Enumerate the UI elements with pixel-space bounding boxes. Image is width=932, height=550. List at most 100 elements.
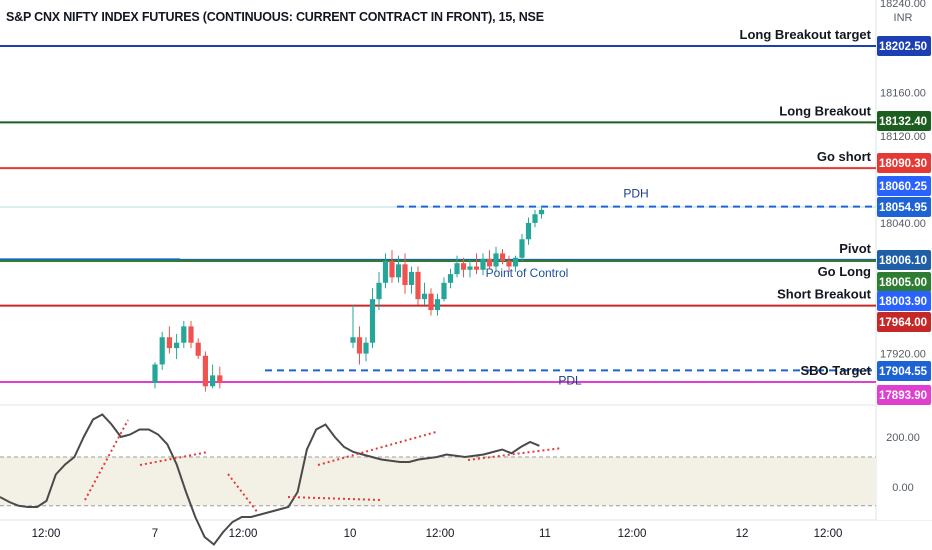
price-tag-value: 17893.90 [879, 390, 927, 402]
price-tag: 18060.25 [877, 176, 931, 196]
candle [447, 268, 454, 289]
price-tag-value: 18005.00 [879, 277, 927, 289]
candle [486, 250, 493, 269]
candle-body [428, 293, 434, 311]
candle [434, 293, 441, 316]
price-tag: 18006.10 [877, 250, 931, 270]
price-tag-value: 18054.95 [879, 202, 928, 214]
time-tick-label: 12:00 [32, 528, 61, 540]
candle [506, 255, 512, 272]
time-axis[interactable]: 12:00 7 12:00 10 12:00 11 12:00 12 12:00 [32, 528, 843, 540]
candle-body [415, 271, 421, 300]
trendline-3 [287, 496, 381, 501]
time-tick-label: 7 [152, 528, 158, 540]
candle-body [467, 266, 473, 270]
candle [356, 326, 363, 365]
time-tick-label: 12 [736, 528, 749, 540]
candle [369, 288, 376, 349]
candle [174, 333, 180, 360]
candle-body [499, 253, 506, 262]
candle [382, 253, 389, 289]
candle-body [350, 337, 356, 343]
candle-body [506, 261, 512, 267]
price-tag-bg [877, 385, 931, 405]
trendline-4 [317, 431, 437, 466]
candle [538, 205, 545, 219]
price-tag: 18005.00 [877, 272, 931, 292]
price-tick-label: 18160.00 [880, 87, 926, 99]
oscillator-range-band [0, 457, 876, 506]
candle [499, 249, 506, 265]
candle-body [174, 342, 180, 349]
candle-body [519, 239, 525, 258]
time-tick-label: 12:00 [618, 528, 647, 540]
candle-body [195, 342, 201, 356]
price-tick-label: 18120.00 [880, 131, 926, 143]
candle-body [532, 214, 538, 223]
candle-body [538, 209, 545, 215]
price-tag-bg [877, 250, 931, 270]
time-tick-label: 12:00 [229, 528, 258, 540]
price-tag-bg [877, 312, 931, 332]
candle [202, 351, 208, 392]
candle-body [525, 222, 532, 240]
price-tag-value: 17964.00 [879, 317, 927, 329]
price-axis[interactable]: 18160.00 18120.00 18040.00 17920.00 18240.00… [877, 0, 932, 520]
pdh-label: PDH [623, 187, 648, 201]
price-tick-label: 18040.00 [880, 218, 926, 230]
price-tick-label: 17920.00 [880, 349, 926, 361]
candle-body [473, 266, 480, 270]
price-tag: 17964.00 [877, 312, 931, 332]
price-tag-bg [877, 291, 931, 311]
price-tag-value: 18006.10 [879, 255, 927, 267]
price-tag-value: 18132.40 [879, 116, 927, 128]
candle [181, 320, 187, 349]
poc-label: Point of Control [486, 266, 569, 280]
price-tag: 18202.50 [877, 36, 931, 56]
trendline-1 [139, 451, 209, 466]
candle-body [159, 337, 165, 365]
currency-label: INR [894, 12, 913, 24]
candle [519, 233, 525, 262]
price-tag-value: 18202.50 [879, 41, 927, 53]
price-tag: 18132.40 [877, 111, 931, 131]
oscillator-band [0, 456, 876, 507]
candle [210, 364, 216, 389]
candle-body [395, 264, 402, 278]
candle [395, 255, 402, 283]
trendline-5 [467, 447, 563, 461]
candle [512, 255, 519, 272]
candle [350, 304, 356, 349]
candle-body [460, 263, 467, 270]
level-label-2: Go short [817, 149, 872, 164]
level-label-5: Short Breakout [777, 287, 872, 302]
candle [376, 271, 382, 311]
candle [389, 250, 395, 283]
osc-tick-label: 0.00 [892, 482, 913, 494]
candle [480, 253, 486, 276]
candle [159, 331, 165, 370]
price-tag-bg [877, 197, 931, 217]
pdl-label: PDL [558, 373, 582, 387]
price-tag-bg [877, 176, 931, 196]
price-tag-bg [877, 361, 931, 381]
candle [467, 259, 473, 278]
candle-body [512, 257, 519, 267]
price-tag: 18054.95 [877, 197, 931, 217]
candle-body [369, 299, 376, 343]
osc-tick-label: 200.00 [886, 432, 920, 444]
time-tick-label: 12:00 [814, 528, 843, 540]
price-tag-value: 18003.90 [879, 296, 927, 308]
candle [363, 337, 369, 362]
price-tag: 18003.90 [877, 291, 931, 311]
candles-layer [152, 205, 545, 392]
candle [415, 266, 421, 305]
candle [408, 266, 415, 294]
price-tag-bg [877, 153, 931, 173]
candle [532, 209, 538, 228]
candle [493, 246, 499, 272]
candle-body [376, 282, 382, 300]
candle-body [493, 253, 499, 267]
